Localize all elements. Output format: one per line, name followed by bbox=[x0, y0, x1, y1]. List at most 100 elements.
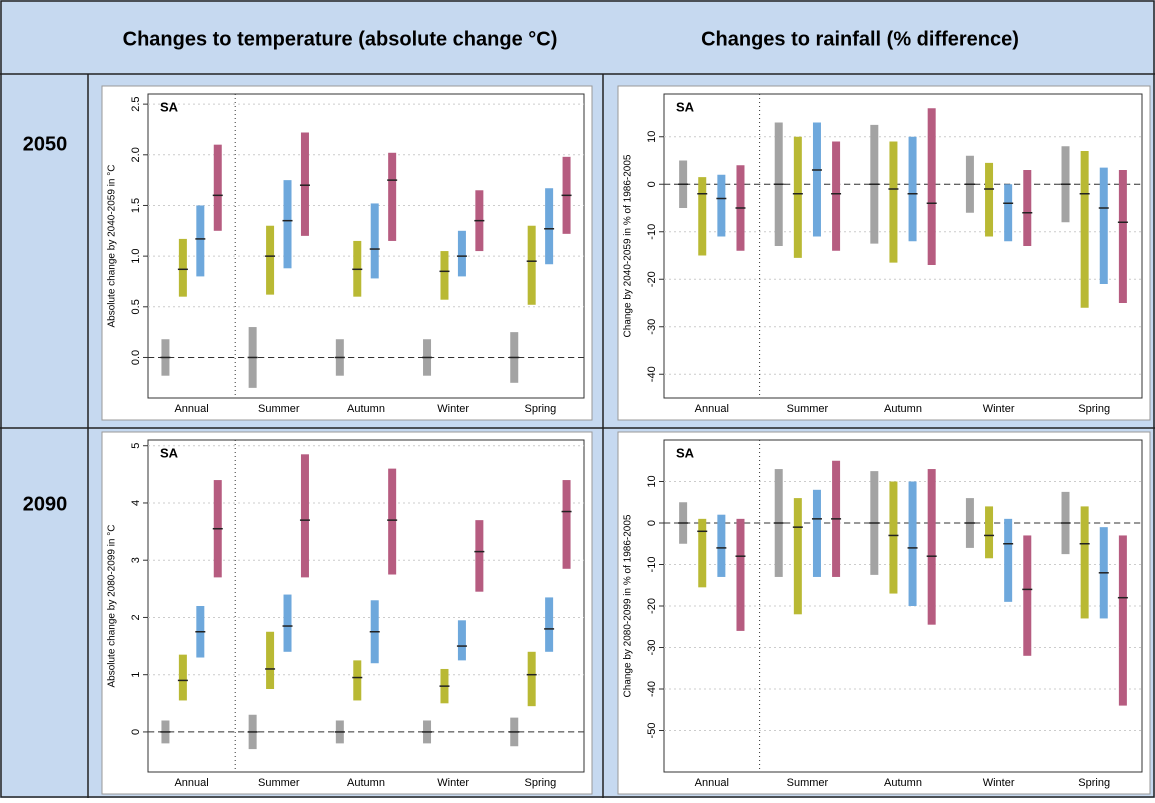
row-header: 2090 bbox=[23, 493, 68, 515]
y-tick-label: 1 bbox=[130, 672, 142, 678]
y-tick-label: 0 bbox=[646, 520, 658, 526]
column-header: Changes to temperature (absolute change … bbox=[123, 28, 558, 50]
range-bar bbox=[1118, 170, 1127, 303]
range-bar bbox=[196, 205, 205, 277]
y-tick-label: 2.5 bbox=[130, 96, 142, 111]
range-bar bbox=[527, 225, 536, 305]
range-bar bbox=[475, 520, 484, 592]
region-label: SA bbox=[160, 445, 179, 460]
plot-frame bbox=[147, 439, 585, 773]
column-header: Changes to rainfall (% difference) bbox=[701, 28, 1019, 50]
range-bar bbox=[1023, 170, 1032, 246]
range-bar bbox=[908, 481, 917, 606]
range-bar bbox=[300, 454, 309, 578]
plot-frame bbox=[663, 93, 1143, 399]
range-bar bbox=[527, 651, 536, 707]
x-tick-label: Spring bbox=[525, 777, 557, 789]
y-tick-label: -40 bbox=[646, 366, 658, 382]
range-bar bbox=[832, 141, 841, 251]
y-tick-label: 0.0 bbox=[130, 350, 142, 365]
range-bar bbox=[457, 230, 466, 277]
x-tick-label: Annual bbox=[695, 403, 729, 415]
range-bar bbox=[266, 631, 275, 689]
range-bar bbox=[812, 122, 821, 237]
range-bar bbox=[736, 518, 745, 631]
region-label: SA bbox=[676, 99, 695, 114]
y-tick-label: 1.5 bbox=[130, 198, 142, 213]
x-tick-label: Annual bbox=[174, 403, 208, 415]
range-bar bbox=[717, 514, 726, 577]
x-tick-label: Spring bbox=[1078, 777, 1110, 789]
x-tick-label: Autumn bbox=[884, 403, 922, 415]
y-tick-label: -30 bbox=[646, 319, 658, 335]
y-axis-label: Change by 2080-2099 in % of 1986-2005 bbox=[623, 514, 634, 697]
range-bar bbox=[178, 654, 187, 701]
range-bar bbox=[562, 480, 571, 569]
x-tick-label: Winter bbox=[437, 777, 469, 789]
y-tick-label: -10 bbox=[646, 224, 658, 240]
y-axis-label: Absolute change by 2040-2059 in °C bbox=[107, 164, 118, 327]
range-bar bbox=[698, 177, 707, 256]
x-tick-label: Winter bbox=[983, 777, 1015, 789]
range-bar bbox=[985, 506, 994, 559]
range-bar bbox=[1099, 167, 1108, 284]
range-bar bbox=[457, 620, 466, 661]
range-bar bbox=[440, 251, 449, 300]
chart-panel bbox=[101, 431, 593, 795]
row-header: 2050 bbox=[23, 133, 68, 155]
range-bar bbox=[353, 660, 362, 701]
range-bar bbox=[812, 489, 821, 577]
range-bar bbox=[1004, 184, 1013, 242]
y-tick-label: 1.0 bbox=[130, 248, 142, 263]
chart-panel bbox=[617, 431, 1151, 795]
y-tick-label: 0.5 bbox=[130, 299, 142, 314]
plot-frame bbox=[147, 93, 585, 399]
range-bar bbox=[388, 468, 397, 575]
range-bar bbox=[717, 174, 726, 237]
y-tick-label: 0 bbox=[130, 729, 142, 735]
range-bar bbox=[698, 518, 707, 588]
x-tick-label: Spring bbox=[525, 403, 557, 415]
x-tick-label: Annual bbox=[695, 777, 729, 789]
y-tick-label: 2 bbox=[130, 614, 142, 620]
y-tick-label: 10 bbox=[646, 131, 658, 143]
x-tick-label: Winter bbox=[983, 403, 1015, 415]
range-bar bbox=[1080, 506, 1089, 619]
y-tick-label: 2.0 bbox=[130, 147, 142, 162]
y-tick-label: 3 bbox=[130, 557, 142, 563]
range-bar bbox=[1023, 535, 1032, 656]
y-tick-label: 10 bbox=[646, 475, 658, 487]
y-tick-label: -40 bbox=[646, 681, 658, 697]
x-tick-label: Summer bbox=[787, 777, 829, 789]
range-bar bbox=[985, 162, 994, 237]
range-bar bbox=[545, 597, 554, 652]
chart-panel bbox=[101, 85, 593, 421]
y-tick-label: 0 bbox=[646, 181, 658, 187]
y-tick-label: 4 bbox=[130, 500, 142, 506]
x-tick-label: Autumn bbox=[347, 777, 385, 789]
range-bar bbox=[793, 498, 802, 615]
range-bar bbox=[388, 152, 397, 241]
x-tick-label: Summer bbox=[258, 403, 300, 415]
x-tick-label: Spring bbox=[1078, 403, 1110, 415]
range-bar bbox=[300, 132, 309, 236]
range-bar bbox=[283, 180, 292, 269]
y-tick-label: -20 bbox=[646, 271, 658, 287]
x-tick-label: Annual bbox=[174, 777, 208, 789]
x-tick-label: Winter bbox=[437, 403, 469, 415]
y-axis-label: Absolute change by 2080-2099 in °C bbox=[107, 524, 118, 687]
y-tick-label: -30 bbox=[646, 640, 658, 656]
x-tick-label: Summer bbox=[787, 403, 829, 415]
range-bar bbox=[889, 481, 898, 594]
y-tick-label: 5 bbox=[130, 443, 142, 449]
range-bar bbox=[1004, 518, 1013, 602]
range-bar bbox=[927, 108, 936, 265]
range-bar bbox=[927, 469, 936, 625]
region-label: SA bbox=[676, 445, 695, 460]
range-bar bbox=[793, 136, 802, 258]
y-tick-label: -10 bbox=[646, 557, 658, 573]
range-bar bbox=[889, 141, 898, 263]
range-bar bbox=[1118, 535, 1127, 706]
